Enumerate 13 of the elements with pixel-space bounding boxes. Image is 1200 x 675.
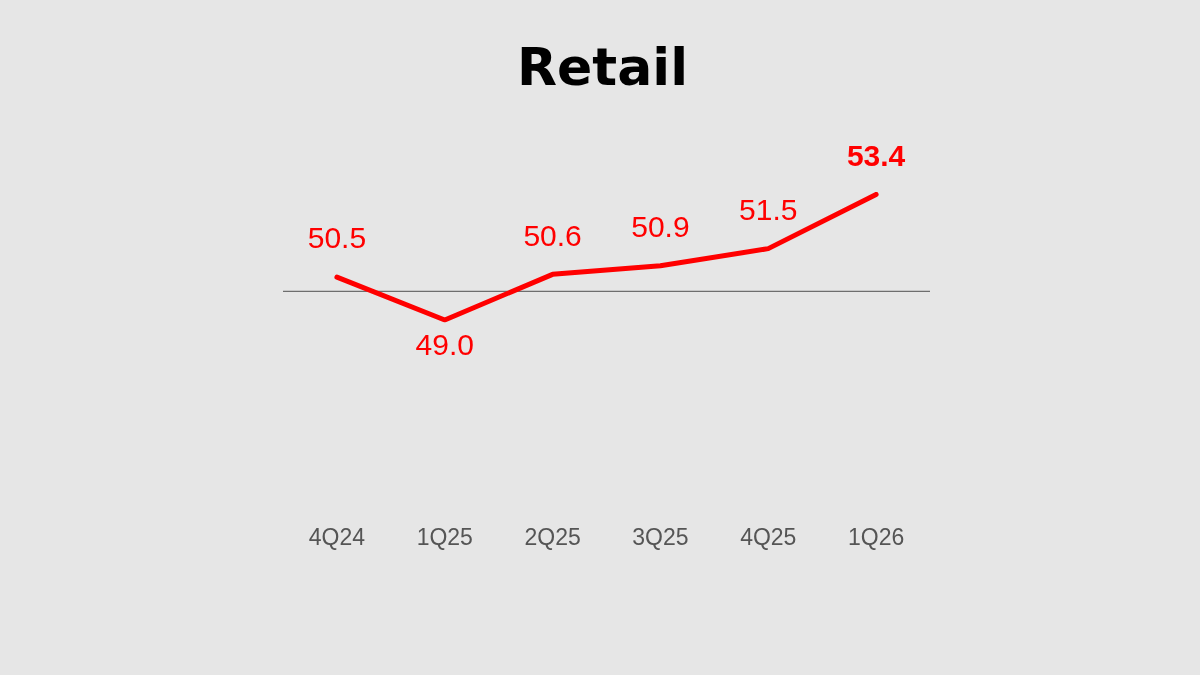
data-label: 50.6 xyxy=(523,218,582,252)
data-label: 49.0 xyxy=(415,328,474,362)
x-tick-label: 1Q25 xyxy=(416,524,473,551)
x-tick-label: 4Q24 xyxy=(308,524,366,551)
data-label: 50.5 xyxy=(307,221,367,255)
data-label: 51.5 xyxy=(739,192,798,226)
x-tick-label: 4Q25 xyxy=(740,524,797,551)
data-label: 50.9 xyxy=(631,210,690,244)
x-tick-label: 2Q25 xyxy=(524,524,581,551)
chart-title: Retail xyxy=(517,36,688,97)
data-label: 53.4 xyxy=(846,138,906,172)
x-tick-label: 1Q26 xyxy=(847,524,905,551)
x-tick-label: 3Q25 xyxy=(632,524,689,551)
